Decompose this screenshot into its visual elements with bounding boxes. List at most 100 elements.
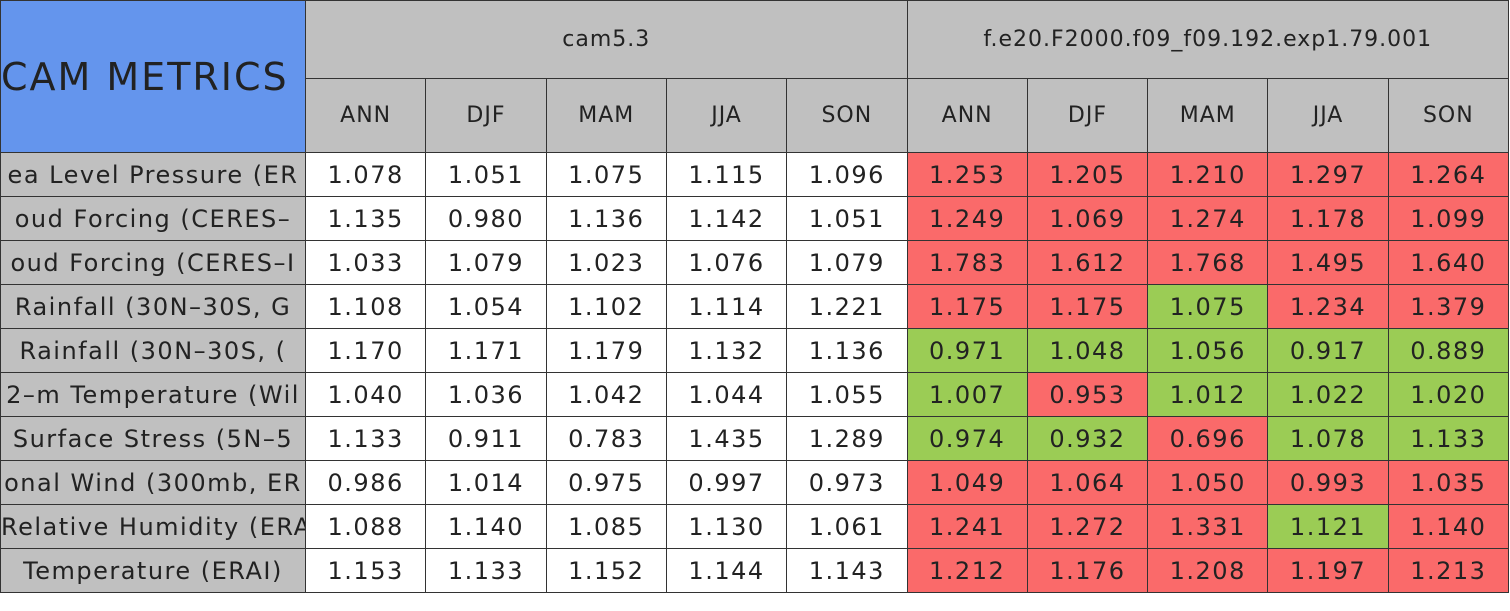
metric-value: 0.986 xyxy=(304,460,427,505)
metric-value: 1.023 xyxy=(545,240,667,285)
metric-value: 1.171 xyxy=(425,328,547,373)
metric-row: Rainfall (30N–30S, G 1.108 1.054 1.102 1.114… xyxy=(0,284,1510,329)
metric-value: 1.175 xyxy=(1026,284,1149,329)
metric-value: 1.136 xyxy=(545,196,667,241)
metric-value: 1.175 xyxy=(906,284,1028,329)
metric-value: 1.050 xyxy=(1147,460,1269,505)
season-header: DJF xyxy=(1026,78,1149,153)
metric-value: 1.272 xyxy=(1026,504,1149,549)
metric-value: 1.783 xyxy=(906,240,1028,285)
season-header: ANN xyxy=(906,78,1028,153)
metric-value: 1.079 xyxy=(425,240,547,285)
metric-value: 1.036 xyxy=(425,372,547,417)
metric-label: onal Wind (300mb, ER xyxy=(0,460,306,505)
metric-value: 1.114 xyxy=(665,284,788,329)
metric-value: 1.049 xyxy=(906,460,1028,505)
metric-value: 1.085 xyxy=(545,504,667,549)
metric-row: Temperature (ERAI) 1.153 1.133 1.152 1.144 1.… xyxy=(0,548,1510,593)
metric-value: 0.973 xyxy=(786,460,908,505)
metric-label: oud Forcing (CERES–I xyxy=(0,240,306,285)
metric-label: oud Forcing (CERES– xyxy=(0,196,306,241)
metric-value: 1.051 xyxy=(786,196,908,241)
metric-value: 0.917 xyxy=(1267,328,1389,373)
metric-value: 1.135 xyxy=(304,196,427,241)
metric-value: 1.075 xyxy=(1147,284,1269,329)
season-header: SON xyxy=(786,78,908,153)
metric-value: 1.132 xyxy=(665,328,788,373)
metric-value: 1.152 xyxy=(545,548,667,593)
metric-label: Relative Humidity (ERAI xyxy=(0,504,306,549)
metric-value: 1.042 xyxy=(545,372,667,417)
metric-value: 0.975 xyxy=(545,460,667,505)
metric-value: 1.140 xyxy=(425,504,547,549)
metric-value: 1.044 xyxy=(665,372,788,417)
metric-value: 1.264 xyxy=(1387,152,1510,197)
season-header: JJA xyxy=(665,78,788,153)
metric-value: 1.064 xyxy=(1026,460,1149,505)
metric-label: Surface Stress (5N–5 xyxy=(0,416,306,461)
metric-value: 1.179 xyxy=(545,328,667,373)
group-row: CAM METRICS cam5.3 f.e20.F2000.f09_f09.192… xyxy=(0,0,1509,153)
metric-value: 0.696 xyxy=(1147,416,1269,461)
metric-value: 1.234 xyxy=(1267,284,1389,329)
metric-value: 1.213 xyxy=(1387,548,1510,593)
metric-value: 1.033 xyxy=(304,240,427,285)
metric-value: 1.297 xyxy=(1267,152,1389,197)
metric-value: 1.144 xyxy=(665,548,788,593)
metric-value: 1.048 xyxy=(1026,328,1149,373)
metric-row: onal Wind (300mb, ER 0.986 1.014 0.975 0.997… xyxy=(0,460,1510,505)
metric-value: 1.210 xyxy=(1147,152,1269,197)
metric-value: 1.099 xyxy=(1387,196,1510,241)
metric-value: 0.953 xyxy=(1026,372,1149,417)
metric-value: 1.208 xyxy=(1147,548,1269,593)
metric-value: 1.136 xyxy=(786,328,908,373)
group-header: cam5.3 xyxy=(305,0,908,79)
season-header: ANN xyxy=(304,78,427,153)
metric-value: 1.020 xyxy=(1387,372,1510,417)
metric-value: 1.035 xyxy=(1387,460,1510,505)
metric-value: 0.997 xyxy=(665,460,788,505)
metric-value: 1.040 xyxy=(304,372,427,417)
metric-row: 2–m Temperature (Wil 1.040 1.036 1.042 1.044… xyxy=(0,372,1510,417)
metric-row: oud Forcing (CERES– 1.135 0.980 1.136 1.142 1… xyxy=(0,196,1510,241)
metric-value: 1.640 xyxy=(1387,240,1510,285)
metric-value: 1.069 xyxy=(1026,196,1149,241)
group-header: f.e20.F2000.f09_f09.192.exp1.79.001 xyxy=(906,0,1509,79)
metric-label: Rainfall (30N–30S, G xyxy=(0,284,306,329)
metric-value: 1.253 xyxy=(906,152,1028,197)
metric-value: 1.197 xyxy=(1267,548,1389,593)
metric-value: 1.078 xyxy=(304,152,427,197)
metric-row: ea Level Pressure (ER 1.078 1.051 1.075 1.11… xyxy=(0,152,1510,197)
metric-row: Surface Stress (5N–5 1.133 0.911 0.783 1.435… xyxy=(0,416,1510,461)
metric-value: 1.115 xyxy=(665,152,788,197)
metric-value: 1.205 xyxy=(1026,152,1149,197)
season-row: ANN DJF MAM JJA SON ANN DJF MAM JJA SON xyxy=(1,78,1510,153)
metric-value: 1.176 xyxy=(1026,548,1149,593)
metric-value: 1.076 xyxy=(665,240,788,285)
season-header: MAM xyxy=(1147,78,1269,153)
metric-value: 1.022 xyxy=(1267,372,1389,417)
metric-value: 1.495 xyxy=(1267,240,1389,285)
metric-value: 1.075 xyxy=(545,152,667,197)
metric-value: 1.121 xyxy=(1267,504,1389,549)
metric-value: 0.783 xyxy=(545,416,667,461)
metric-value: 1.014 xyxy=(425,460,547,505)
season-header: SON xyxy=(1387,78,1510,153)
metric-value: 1.096 xyxy=(786,152,908,197)
metric-value: 1.056 xyxy=(1147,328,1269,373)
metric-value: 0.993 xyxy=(1267,460,1389,505)
metric-value: 1.061 xyxy=(786,504,908,549)
metric-value: 1.143 xyxy=(786,548,908,593)
metric-value: 1.153 xyxy=(304,548,427,593)
metric-value: 1.102 xyxy=(545,284,667,329)
metric-value: 1.612 xyxy=(1026,240,1149,285)
metric-value: 1.768 xyxy=(1147,240,1269,285)
metric-value: 1.241 xyxy=(906,504,1028,549)
metric-value: 1.007 xyxy=(906,372,1028,417)
metric-value: 1.054 xyxy=(425,284,547,329)
metric-value: 1.379 xyxy=(1387,284,1510,329)
metric-value: 1.133 xyxy=(1387,416,1510,461)
metric-value: 1.435 xyxy=(665,416,788,461)
metric-value: 1.055 xyxy=(786,372,908,417)
